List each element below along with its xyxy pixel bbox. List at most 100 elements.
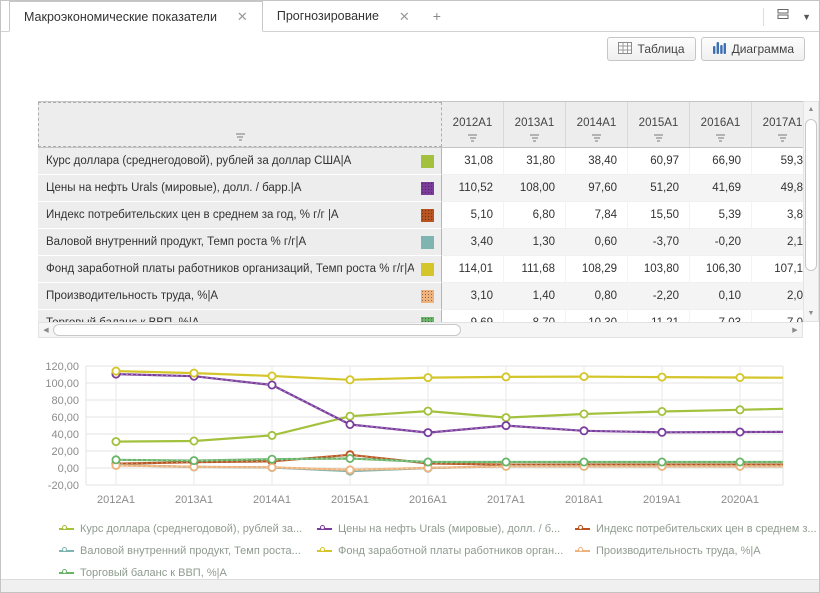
column-header[interactable]: 2013A1	[504, 102, 566, 147]
column-header-label: 2013A1	[514, 117, 555, 129]
table-row[interactable]: Индекс потребительских цен в среднем за …	[38, 202, 803, 229]
legend-item[interactable]: Валовой внутренний продукт, Темп роста..…	[59, 541, 317, 560]
vertical-scroll-thumb[interactable]	[805, 119, 817, 271]
scroll-left-icon[interactable]: ◀	[43, 327, 49, 334]
horizontal-scrollbar[interactable]: ◀ ▶	[38, 322, 803, 338]
chart-view-button[interactable]: Диаграмма	[700, 37, 805, 61]
legend-label: Фонд заработной платы работников орган..…	[338, 544, 564, 557]
line-chart: 120,00 100,00 80,00 60,00 40,00 20,00 0,00 -20,…	[31, 354, 801, 516]
series-color-swatch	[421, 289, 434, 303]
chart-legend: Курс доллара (среднегодовой), рублей за.…	[59, 519, 819, 582]
value-cell: 41,69	[690, 175, 752, 202]
series-swatch-cell	[414, 283, 442, 310]
series-color-swatch	[421, 154, 434, 168]
row-label: Индекс потребительских цен в среднем за …	[38, 202, 414, 229]
table-view-button[interactable]: Таблица	[606, 37, 696, 61]
value-cell: 108,29	[566, 256, 628, 283]
horizontal-scroll-thumb[interactable]	[53, 324, 461, 336]
row-header-cell[interactable]	[38, 102, 442, 147]
value-cell: 107,1	[752, 256, 803, 283]
tab-forecasting[interactable]: Прогнозирование ✕	[263, 1, 424, 31]
legend-label: Производительность труда, %|А	[596, 544, 761, 557]
svg-text:2014A1: 2014A1	[253, 494, 291, 506]
value-cell: 15,50	[628, 202, 690, 229]
table-row[interactable]: Курс доллара (среднегодовой), рублей за …	[38, 148, 803, 175]
value-cell: 51,20	[628, 175, 690, 202]
value-cell: 49,8	[752, 175, 803, 202]
filter-icon[interactable]	[716, 134, 725, 142]
svg-text:2013A1: 2013A1	[175, 494, 213, 506]
table-row[interactable]: Производительность труда, %|А 3,10 1,40 0,…	[38, 283, 803, 310]
svg-text:20,00: 20,00	[51, 446, 79, 458]
svg-text:2020A1: 2020A1	[721, 494, 759, 506]
svg-text:2017A1: 2017A1	[487, 494, 525, 506]
value-cell: 10,30	[566, 310, 628, 322]
table-row[interactable]: Валовой внутренний продукт, Темп роста %…	[38, 229, 803, 256]
column-header-label: 2015A1	[638, 117, 679, 129]
value-cell: 7,03	[690, 310, 752, 322]
series-color-swatch	[421, 262, 434, 276]
svg-text:2018A1: 2018A1	[565, 494, 603, 506]
filter-icon[interactable]	[235, 133, 245, 141]
series-color-swatch	[421, 181, 434, 195]
svg-text:100,00: 100,00	[45, 378, 79, 390]
vertical-scrollbar[interactable]: ▲ ▼	[803, 101, 819, 322]
value-cell: 108,00	[504, 175, 566, 202]
value-cell: 8,70	[504, 310, 566, 322]
value-cell: 3,10	[442, 283, 504, 310]
value-cell: 3,8	[752, 202, 803, 229]
scroll-down-icon[interactable]: ▼	[807, 310, 815, 317]
svg-text:2015A1: 2015A1	[331, 494, 369, 506]
svg-text:40,00: 40,00	[51, 429, 79, 441]
legend-item[interactable]: Фонд заработной платы работников орган..…	[317, 541, 575, 560]
column-header[interactable]: 2014A1	[566, 102, 628, 147]
close-icon[interactable]: ✕	[398, 8, 410, 24]
svg-text:2016A1: 2016A1	[409, 494, 447, 506]
column-header[interactable]: 2012A1	[442, 102, 504, 147]
svg-text:0,00: 0,00	[58, 463, 79, 475]
legend-label: Курс доллара (среднегодовой), рублей за.…	[80, 522, 303, 535]
value-cell: 111,68	[504, 256, 566, 283]
value-cell: 2,0	[752, 283, 803, 310]
layout-split-icon[interactable]	[776, 7, 790, 26]
value-cell: 66,90	[690, 148, 752, 175]
column-header[interactable]: 2015A1	[628, 102, 690, 147]
table-row[interactable]: Торговый баланс к ВВП, %|А 9,698,7010,30…	[38, 310, 803, 322]
view-toolbar: Таблица Диаграмма	[1, 32, 819, 66]
filter-icon[interactable]	[654, 134, 663, 142]
filter-icon[interactable]	[592, 134, 601, 142]
value-cell: 60,97	[628, 148, 690, 175]
dropdown-caret-icon[interactable]: ▼	[802, 11, 811, 22]
new-tab-button[interactable]: +	[432, 8, 441, 24]
value-cell: 31,80	[504, 148, 566, 175]
series-swatch-cell	[414, 175, 442, 202]
value-cell: -3,70	[628, 229, 690, 256]
row-label: Цены на нефть Urals (мировые), долл. / б…	[38, 175, 414, 202]
value-cell: 114,01	[442, 256, 504, 283]
legend-item[interactable]: Цены на нефть Urals (мировые), долл. / б…	[317, 519, 575, 538]
table-row[interactable]: Фонд заработной платы работников организ…	[38, 256, 803, 283]
table-row[interactable]: Цены на нефть Urals (мировые), долл. / б…	[38, 175, 803, 202]
data-grid: 2012A1 2013A1 2014A1 2015A1 2016A1 2017A…	[38, 101, 819, 338]
column-header[interactable]: 2017A1	[752, 102, 803, 147]
filter-icon[interactable]	[778, 134, 787, 142]
legend-item[interactable]: Торговый баланс к ВВП, %|А	[59, 563, 317, 582]
value-cell: 0,10	[690, 283, 752, 310]
value-cell: 5,10	[442, 202, 504, 229]
close-icon[interactable]: ✕	[236, 9, 248, 24]
svg-text:80,00: 80,00	[51, 395, 79, 407]
legend-item[interactable]: Производительность труда, %|А	[575, 541, 819, 560]
filter-icon[interactable]	[530, 134, 539, 142]
scroll-right-icon[interactable]: ▶	[792, 327, 798, 334]
scroll-up-icon[interactable]: ▲	[807, 105, 815, 113]
value-cell: 3,40	[442, 229, 504, 256]
series-swatch-cell	[414, 229, 442, 256]
filter-icon[interactable]	[468, 134, 477, 142]
legend-item[interactable]: Индекс потребительских цен в среднем з..…	[575, 519, 819, 538]
column-header[interactable]: 2016A1	[690, 102, 752, 147]
value-cell: 0,60	[566, 229, 628, 256]
legend-item[interactable]: Курс доллара (среднегодовой), рублей за.…	[59, 519, 317, 538]
legend-marker-icon	[575, 524, 590, 533]
tab-macro-indicators[interactable]: Макроэкономические показатели ✕	[9, 1, 263, 32]
svg-text:60,00: 60,00	[51, 412, 79, 424]
